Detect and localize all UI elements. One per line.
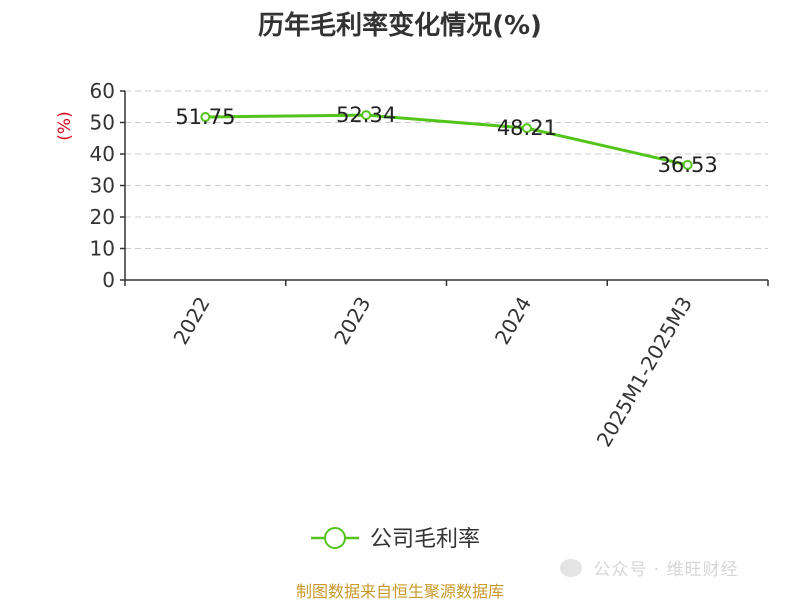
data-point[interactable]: [521, 123, 532, 134]
x-tick-label: 2025M1-2025M3: [592, 293, 697, 451]
y-tick-label: 20: [90, 205, 115, 229]
watermark-text: 公众号 · 维旺财经: [593, 560, 739, 580]
axes: 0 10 20 30 40 50 60 2022 2023 2024 2025M1-2025M3: [90, 79, 769, 451]
data-label: 36.53: [658, 153, 718, 177]
data-label: 52.34: [336, 103, 396, 127]
legend[interactable]: 公司毛利率: [311, 527, 480, 552]
chart-title: 历年毛利率变化情况(%): [258, 11, 542, 41]
data-source-note: 制图数据来自恒生聚源数据库: [295, 582, 504, 601]
data-point[interactable]: [200, 111, 211, 122]
y-tick-label: 10: [90, 237, 115, 261]
wechat-icon: [560, 558, 582, 577]
y-tick-label: 40: [90, 142, 115, 166]
data-point[interactable]: [361, 110, 372, 121]
y-axis-unit-label: (%): [55, 111, 75, 140]
y-tick-label: 60: [90, 79, 115, 103]
legend-marker-icon: [324, 527, 346, 549]
x-tick-label: 2022: [168, 293, 214, 349]
series-line: [205, 113, 688, 167]
y-tick-label: 30: [90, 174, 115, 198]
y-tick-label: 0: [102, 268, 115, 292]
y-tick-label: 50: [90, 111, 115, 135]
data-label: 51.75: [175, 105, 235, 129]
series-layer: 51.75 52.34 48.21 36.53: [175, 103, 717, 177]
data-label: 48.21: [497, 116, 557, 140]
data-point[interactable]: [682, 159, 693, 170]
legend-label[interactable]: 公司毛利率: [370, 527, 480, 552]
x-tick-label: 2023: [329, 293, 375, 349]
watermark: 公众号 · 维旺财经: [560, 555, 780, 581]
x-tick-label: 2024: [490, 293, 536, 349]
